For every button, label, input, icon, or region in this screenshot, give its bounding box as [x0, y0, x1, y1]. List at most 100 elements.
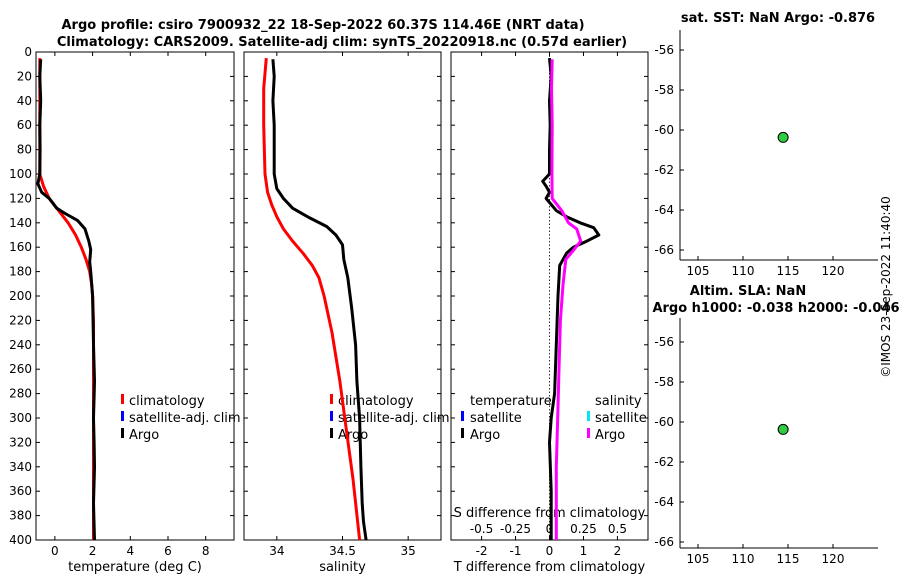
map-xtick-label: 120: [822, 264, 845, 278]
legend-entry: Argo: [129, 428, 159, 443]
map-xtick-label: 105: [687, 264, 710, 278]
map-ytick-label: -62: [654, 455, 674, 469]
temperature-argo-line: [36, 59, 96, 541]
depth-tick-label: 60: [17, 118, 32, 132]
legend-swatch: [121, 411, 124, 421]
legend-entry: satellite-adj. clim: [129, 411, 241, 426]
depth-tick-label: 220: [9, 313, 32, 327]
argo-float-location-marker: [777, 131, 789, 143]
depth-tick-label: 400: [9, 533, 32, 547]
difference-xtick-label: 2: [614, 544, 622, 558]
legend-swatch: [330, 394, 333, 404]
map-ytick-label: -58: [654, 83, 674, 97]
legend-swatch: [121, 394, 124, 404]
temperature-xtick-label: 8: [202, 544, 210, 558]
depth-tick-label: 280: [9, 387, 32, 401]
legend-swatch: [461, 428, 464, 438]
difference-xtick-label: -2: [476, 544, 488, 558]
s-diff-tick-label: 0: [546, 522, 554, 536]
depth-tick-label: 320: [9, 435, 32, 449]
figure-title-line1: Argo profile: csiro 7900932_22 18-Sep-20…: [61, 18, 584, 33]
legend-title-temperature: temperature: [470, 394, 552, 409]
map-xtick-label: 105: [687, 552, 710, 566]
argo-temperature-difference-line: [541, 57, 601, 540]
temperature-xtick-label: 6: [164, 544, 172, 558]
depth-tick-label: 40: [17, 94, 32, 108]
s-diff-tick-label: -0.5: [470, 522, 493, 536]
difference-xtick-label: 1: [580, 544, 588, 558]
temperature-axes-box: [35, 51, 235, 541]
legend-entry: Argo: [595, 428, 625, 443]
map-ytick-label: -60: [654, 123, 674, 137]
depth-tick-label: 160: [9, 240, 32, 254]
depth-tick-label: 180: [9, 265, 32, 279]
legend-entry: satellite: [470, 411, 522, 426]
map-ytick-label: -66: [654, 243, 674, 257]
legend-entry: satellite-adj. clim: [338, 411, 450, 426]
map-ytick-label: -56: [654, 43, 674, 57]
map-ytick-label: -62: [654, 163, 674, 177]
s-diff-tick-label: -0.25: [500, 522, 531, 536]
depth-tick-label: 380: [9, 509, 32, 523]
figure-title-line2: Climatology: CARS2009. Satellite-adj cli…: [57, 35, 627, 50]
difference-xlabel: T difference from climatology: [453, 560, 646, 575]
difference-xtick-label: 0: [546, 544, 554, 558]
map-ytick-label: -58: [654, 375, 674, 389]
depth-tick-label: 360: [9, 484, 32, 498]
salinity-xlabel: salinity: [319, 560, 366, 575]
depth-tick-label: 200: [9, 289, 32, 303]
depth-tick-label: 240: [9, 338, 32, 352]
difference-xtick-label: -1: [510, 544, 522, 558]
depth-tick-label: 340: [9, 460, 32, 474]
depth-tick-label: 80: [17, 143, 32, 157]
map-ytick-label: -64: [654, 495, 674, 509]
argo-salinity-difference-line: [550, 59, 583, 540]
temperature-xtick-label: 0: [51, 544, 59, 558]
map-xtick-label: 115: [777, 264, 800, 278]
map-ytick-label: -56: [654, 335, 674, 349]
map-xtick-label: 110: [732, 264, 755, 278]
legend-entry: Argo: [338, 428, 368, 443]
legend-entry: satellite: [595, 411, 647, 426]
depth-tick-label: 20: [17, 69, 32, 83]
legend-swatch: [330, 428, 333, 438]
legend-title-salinity: salinity: [595, 394, 642, 409]
depth-tick-label: 300: [9, 411, 32, 425]
depth-tick-label: 0: [24, 45, 32, 59]
map-sla-subtitle: Argo h1000: -0.038 h2000: -0.046: [652, 301, 899, 316]
s-difference-label: S difference from climatology: [454, 506, 646, 521]
map-sla-title: Altim. SLA: NaN: [690, 284, 806, 299]
imos-watermark: ©IMOS 23-Sep-2022 11:40:40: [879, 196, 893, 378]
map-ytick-label: -60: [654, 415, 674, 429]
salinity-xtick-label: 34.5: [329, 544, 356, 558]
salinity-climatology-line: [262, 57, 362, 541]
depth-tick-label: 100: [9, 167, 32, 181]
salinity-argo-line: [271, 59, 368, 541]
legend-swatch: [587, 428, 590, 438]
depth-tick-label: 120: [9, 191, 32, 205]
legend-entry: Argo: [470, 428, 500, 443]
legend-swatch: [587, 411, 590, 421]
salinity-xtick-label: 34: [269, 544, 284, 558]
legend-entry: climatology: [338, 394, 414, 409]
temperature-xlabel: temperature (deg C): [68, 560, 202, 575]
depth-tick-label: 260: [9, 362, 32, 376]
map-xtick-label: 110: [732, 552, 755, 566]
legend-swatch: [121, 428, 124, 438]
map-ytick-label: -66: [654, 535, 674, 549]
salinity-xtick-label: 35: [401, 544, 416, 558]
legend-swatch: [330, 411, 333, 421]
map-sst-title: sat. SST: NaN Argo: -0.876: [681, 11, 875, 26]
map-ytick-label: -64: [654, 203, 674, 217]
legend-entry: climatology: [129, 394, 205, 409]
legend-swatch: [461, 411, 464, 421]
s-diff-tick-label: 0.25: [570, 522, 597, 536]
argo-float-location-marker: [777, 423, 789, 435]
temperature-climatology-line: [38, 58, 95, 540]
s-diff-tick-label: 0.5: [608, 522, 627, 536]
map-xtick-label: 115: [777, 552, 800, 566]
temperature-xtick-label: 4: [126, 544, 134, 558]
depth-tick-label: 140: [9, 216, 32, 230]
temperature-xtick-label: 2: [89, 544, 97, 558]
